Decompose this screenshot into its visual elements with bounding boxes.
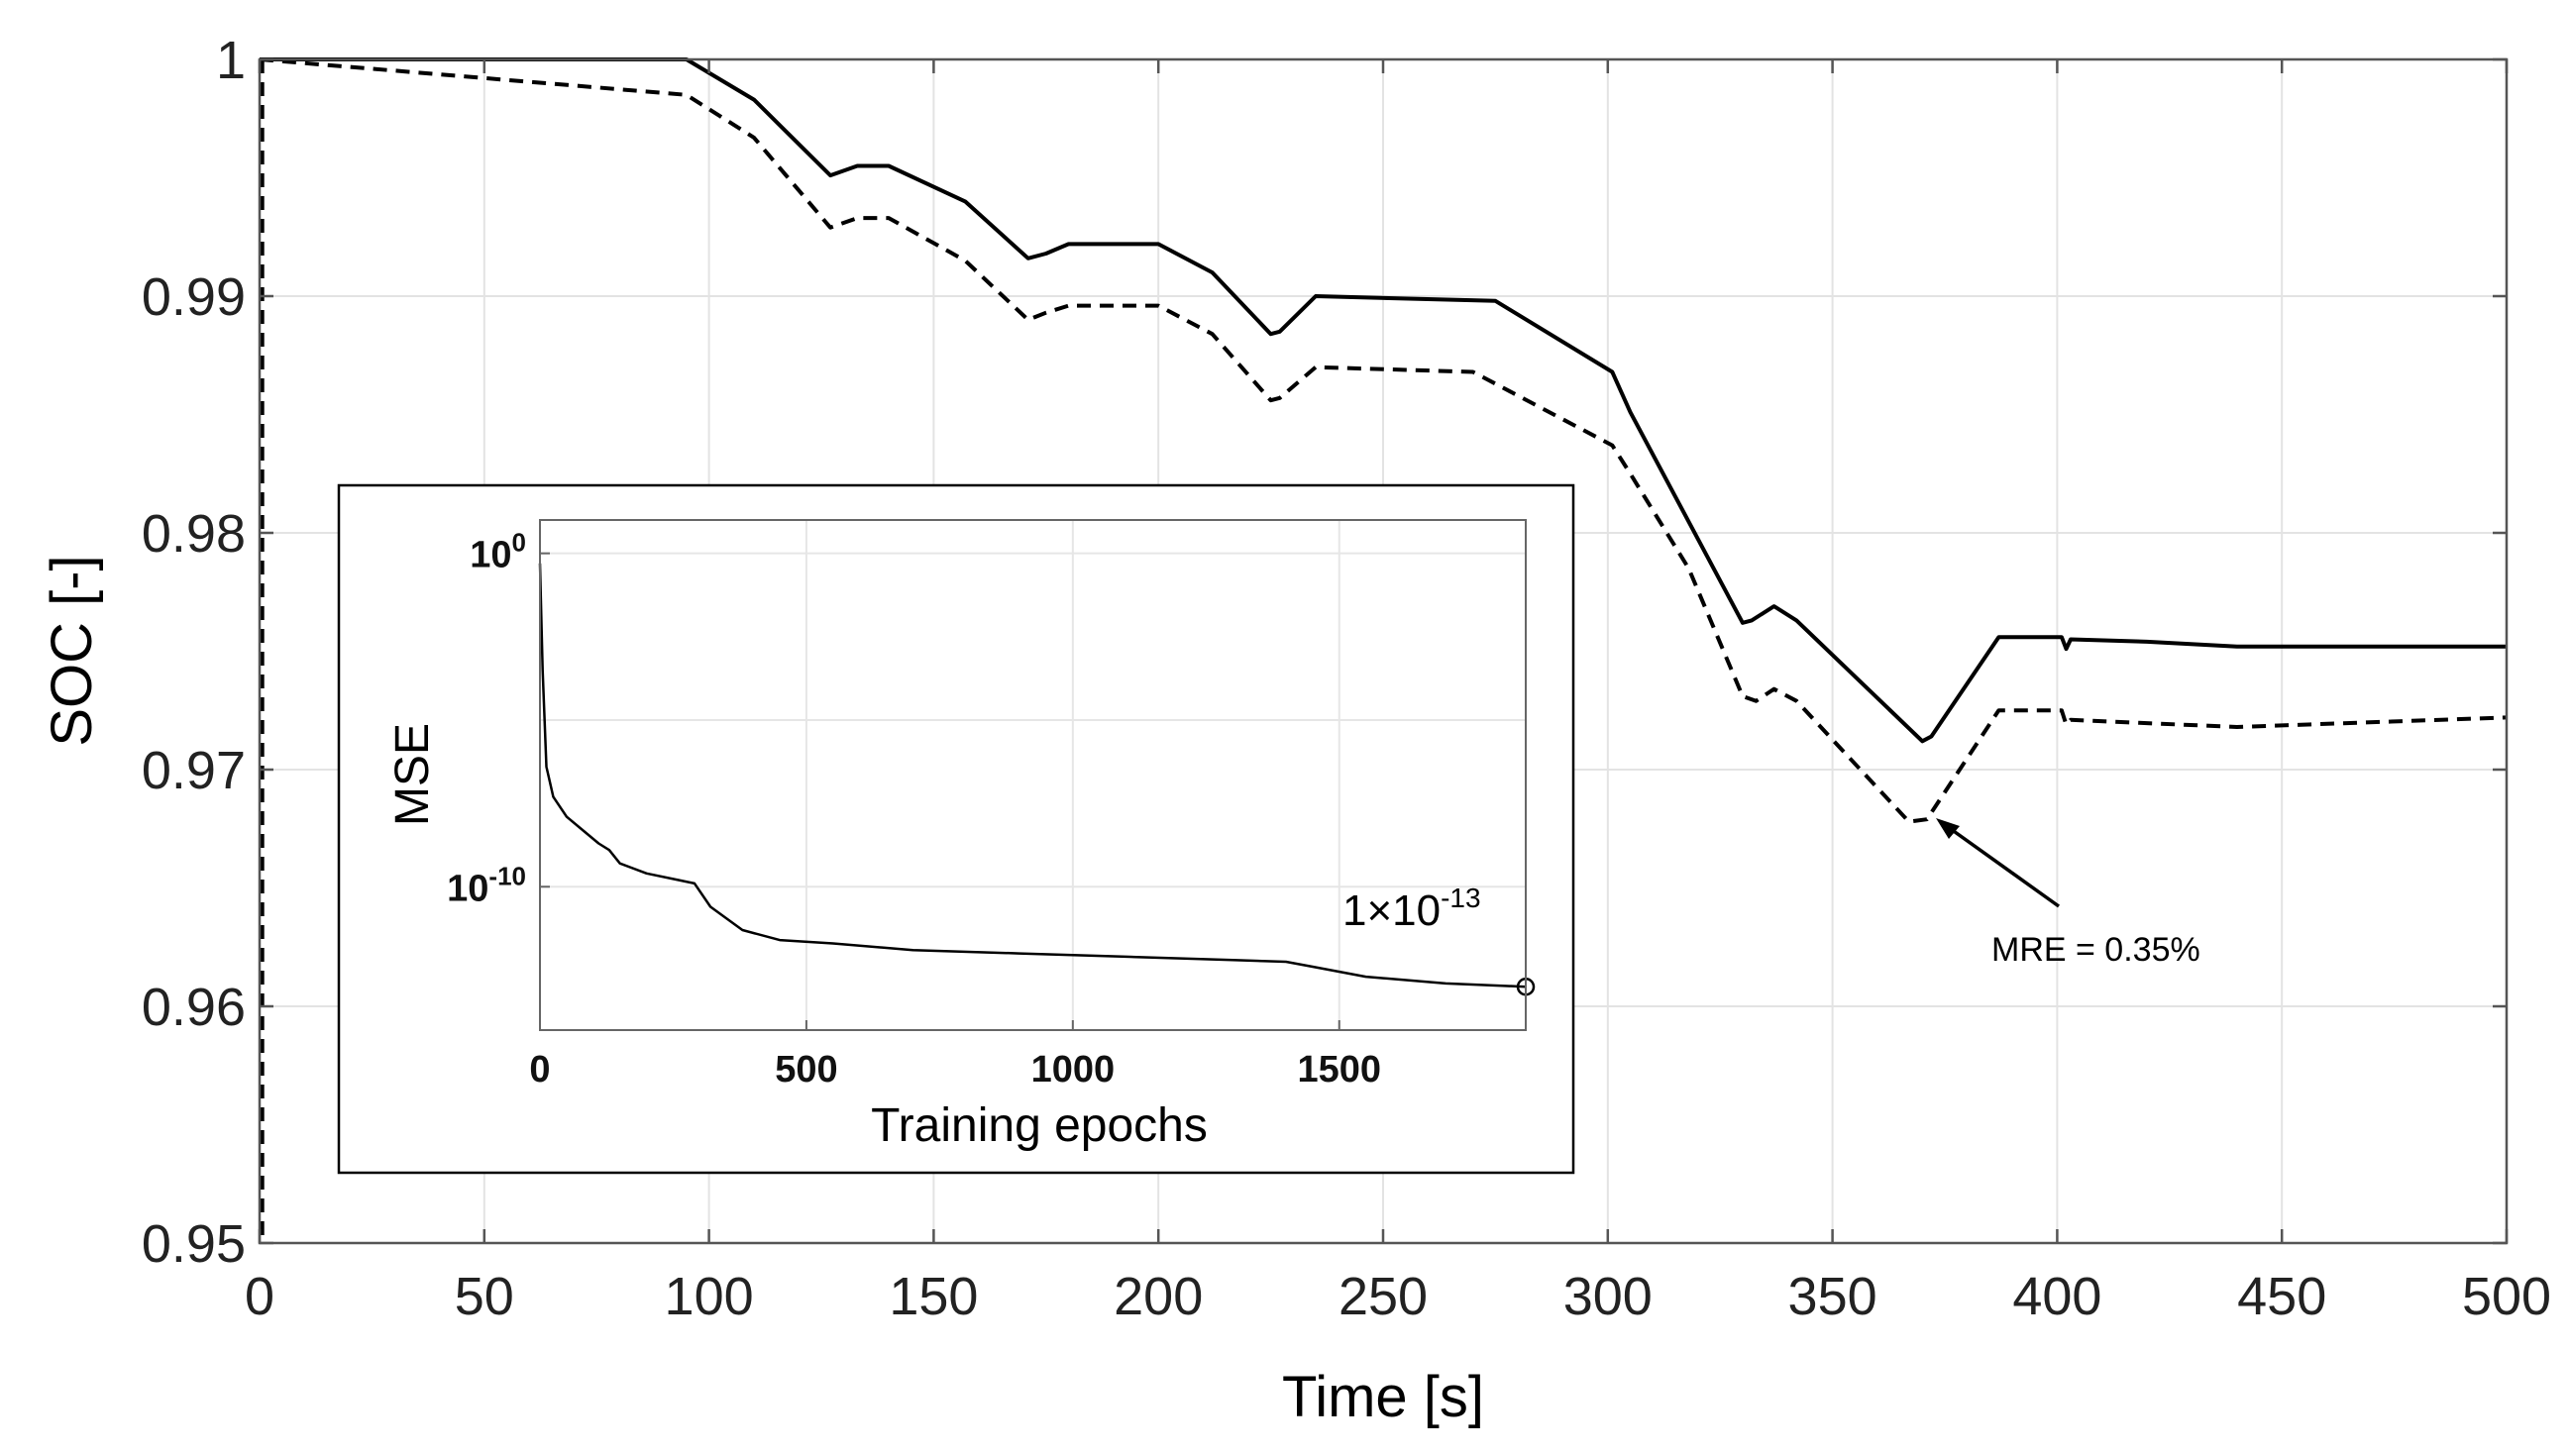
inset-x-tick-label: 1000 — [1031, 1049, 1116, 1091]
inset-x-tick-label: 0 — [529, 1049, 550, 1091]
main-x-tick-label: 150 — [889, 1267, 978, 1326]
main-x-tick-label: 450 — [2237, 1267, 2326, 1326]
y-axis-title: SOC [-] — [40, 555, 104, 746]
final-mse-base: 1×10 — [1342, 886, 1441, 935]
mre-annotation: MRE = 0.35% — [1936, 818, 2200, 969]
main-x-tick-label: 200 — [1114, 1267, 1203, 1326]
main-x-tick-label: 0 — [245, 1267, 274, 1326]
inset-grid — [540, 520, 1526, 1030]
main-x-tick-label: 100 — [665, 1267, 754, 1326]
inset-axes-box — [539, 519, 1527, 1031]
main-y-tick-label: 1 — [216, 31, 246, 90]
mre-label: MRE = 0.35% — [1991, 931, 2200, 969]
inset-y-tick-exponent: 0 — [512, 528, 526, 558]
final-mse-label: 1×10-13 — [1342, 883, 1481, 935]
x-axis-title: Time [s] — [1282, 1365, 1484, 1429]
mre-arrow-line — [1942, 822, 2061, 908]
inset-plot-area — [540, 520, 1526, 1030]
main-x-tick-label: 50 — [455, 1267, 514, 1326]
inset-x-axis-title: Training epochs — [871, 1099, 1208, 1152]
inset-y-tick-label: 10-10 — [447, 861, 526, 909]
main-x-tick-label: 300 — [1563, 1267, 1653, 1326]
main-x-ticks: 0 50 100 150 200 250 300 350 400 450 500 — [245, 59, 2551, 1326]
main-series — [259, 57, 2508, 1243]
inset-series-line-MSE — [538, 563, 1527, 988]
main-x-tick-label: 400 — [2012, 1267, 2101, 1326]
inset-y-axis-title: MSE — [386, 723, 439, 826]
main-y-tick-label: 0.97 — [142, 741, 246, 800]
main-y-tick-label: 0.96 — [142, 978, 246, 1037]
series-line-solid — [260, 57, 2507, 744]
inset-y-tick-base: 10 — [447, 868, 488, 909]
main-y-ticks: 0.95 0.96 0.97 0.98 0.99 1 — [142, 31, 2507, 1274]
inset-y-tick-label: 100 — [470, 528, 526, 576]
main-x-tick-label: 250 — [1339, 1267, 1428, 1326]
inset-x-tick-label: 1500 — [1297, 1049, 1381, 1091]
main-x-tick-label: 500 — [2462, 1267, 2551, 1326]
inset-y-tick-exponent: -10 — [488, 861, 526, 890]
main-x-tick-label: 350 — [1788, 1267, 1877, 1326]
inset-y-tick-base: 10 — [470, 535, 511, 576]
mre-arrow-head — [1936, 818, 1960, 839]
main-y-tick-label: 0.99 — [142, 267, 246, 327]
series-line-dashed — [259, 57, 2508, 824]
main-y-tick-label: 0.95 — [142, 1214, 246, 1274]
main-y-tick-label: 0.98 — [142, 504, 246, 564]
inset-x-tick-label: 500 — [775, 1049, 837, 1091]
inset-x-ticks: 0 500 1000 1500 — [529, 1020, 1381, 1091]
final-mse-exponent: -13 — [1441, 883, 1480, 913]
